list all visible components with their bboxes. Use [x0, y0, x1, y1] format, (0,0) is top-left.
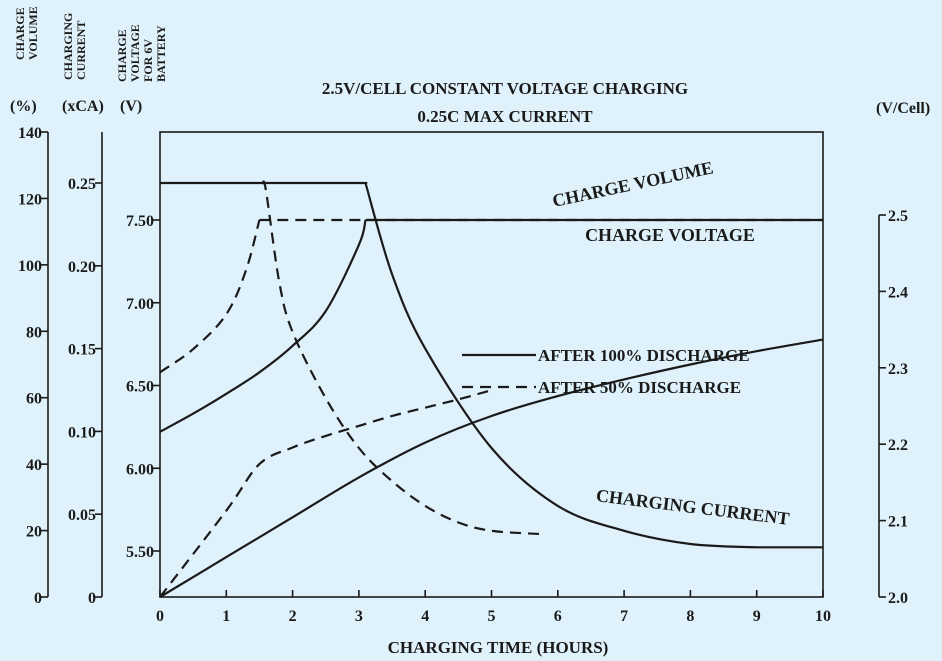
label-charge-volume: CHARGE VOLUME — [551, 157, 715, 211]
axis-2-tick-label-0: 5.50 — [126, 544, 154, 561]
legend-label-50: AFTER 50% DISCHARGE — [538, 378, 741, 397]
series-2-charge-voltage-100 — [159, 218, 823, 433]
x-tick-label-4: 4 — [421, 608, 429, 625]
axis-cell-unit: (V/Cell) — [876, 100, 930, 117]
axis-voltage-header-2: VOLTAGE — [128, 24, 142, 82]
axis-volume-header-2: VOLUME — [26, 6, 40, 60]
axis-0-tick-label-3: 60 — [26, 391, 42, 408]
x-tick-label-3: 3 — [355, 608, 363, 625]
x-tick-label-6: 6 — [554, 608, 562, 625]
axis-current-header-1: CHARGING — [61, 13, 75, 80]
x-axis-label: CHARGING TIME (HOURS) — [388, 638, 609, 657]
label-charge-voltage: CHARGE VOLTAGE — [585, 225, 755, 245]
axis-3-tick-label-3: 2.3 — [888, 361, 908, 378]
axis-1-tick-label-1: 0.05 — [68, 507, 96, 524]
axis-3-tick-label-1: 2.1 — [888, 514, 908, 531]
axis-0-tick-label-1: 20 — [26, 524, 42, 541]
axis-1-tick-label-3: 0.15 — [68, 342, 96, 359]
axis-2-tick-label-3: 7.00 — [126, 296, 154, 313]
legend-label-100: AFTER 100% DISCHARGE — [538, 346, 750, 365]
series-5-charging-current-50 — [261, 180, 542, 536]
axis-1-tick-label-5: 0.25 — [68, 176, 96, 193]
axis-0-tick-label-7: 140 — [18, 125, 42, 142]
x-tick-label-8: 8 — [686, 608, 694, 625]
axis-0-tick-label-6: 120 — [18, 191, 42, 208]
axis-0-tick-label-5: 100 — [18, 258, 42, 275]
label-charging-current: CHARGING CURRENT — [595, 485, 791, 529]
series-3-charge-voltage-50 — [159, 218, 823, 374]
x-tick-label-7: 7 — [620, 608, 628, 625]
axis-voltage-header-3: FOR 6V — [141, 39, 155, 82]
axis-3-tick-label-0: 2.0 — [888, 590, 908, 607]
legend: AFTER 100% DISCHARGE AFTER 50% DISCHARGE — [462, 346, 750, 397]
x-tick-label-9: 9 — [753, 608, 761, 625]
axis-2-tick-label-4: 7.50 — [126, 213, 154, 230]
axis-voltage-header-1: CHARGE — [115, 29, 129, 82]
x-tick-label-10: 10 — [815, 608, 831, 625]
chart-title-line-2: 0.25C MAX CURRENT — [417, 107, 593, 126]
axis-3-tick-label-2: 2.2 — [888, 437, 908, 454]
axis-1-tick-label-4: 0.20 — [68, 259, 96, 276]
axis-current-header-2: CURRENT — [74, 21, 88, 80]
axis-1-tick-label-2: 0.10 — [68, 424, 96, 441]
axis-0-tick-label-2: 40 — [26, 457, 42, 474]
chart-title-line-1: 2.5V/CELL CONSTANT VOLTAGE CHARGING — [322, 79, 688, 98]
x-tick-label-2: 2 — [289, 608, 297, 625]
axis-1-tick-label-0: 0 — [88, 590, 96, 607]
data-series — [159, 180, 824, 598]
axis-3-tick-label-5: 2.5 — [888, 208, 908, 225]
axis-voltage-header-4: BATTERY — [154, 25, 168, 82]
axis-2-tick-label-1: 6.00 — [126, 461, 154, 478]
axis-0-tick-label-0: 0 — [34, 590, 42, 607]
x-tick-label-1: 1 — [222, 608, 230, 625]
axis-current-unit: (xCA) — [62, 98, 104, 115]
series-4-charging-current-100 — [160, 181, 823, 549]
series-0-charge-volume-100 — [159, 338, 824, 598]
axis-voltage-unit: (V) — [120, 98, 142, 115]
axis-volume-unit: (%) — [10, 98, 37, 115]
x-tick-label-5: 5 — [488, 608, 496, 625]
axis-2-tick-label-2: 6.50 — [126, 379, 154, 396]
axis-3-tick-label-4: 2.4 — [888, 284, 908, 301]
axis-volume-header-1: CHARGE — [13, 7, 27, 60]
axis-ticks: 02040608010012014000.050.100.150.200.255… — [18, 125, 908, 625]
axis-0-tick-label-4: 80 — [26, 324, 42, 341]
x-tick-label-0: 0 — [156, 608, 164, 625]
